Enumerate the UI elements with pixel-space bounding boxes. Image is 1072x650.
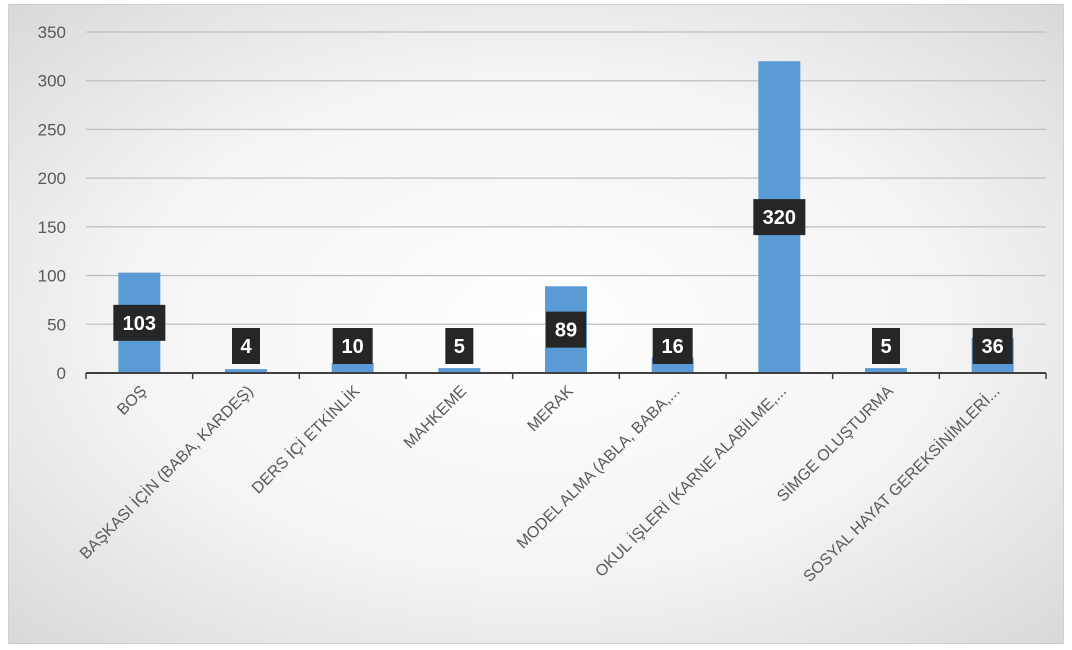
data-label: 16 <box>652 328 693 364</box>
y-axis-ticks: 0 50 100 150 200 250 300 350 <box>38 23 66 383</box>
data-label: 36 <box>972 328 1013 364</box>
x-tick-label: SOSYAL HAYAT GEREKSİNİMLERİ... <box>799 381 1003 585</box>
data-label-text: 320 <box>763 207 796 229</box>
data-label: 5 <box>872 328 900 364</box>
y-tick-label: 100 <box>38 267 66 286</box>
data-label-box <box>753 199 806 236</box>
data-label-box <box>445 328 474 364</box>
data-label-box <box>972 328 1013 364</box>
x-tick-label: MAHKEME <box>401 383 470 452</box>
data-label: 5 <box>445 328 474 364</box>
data-label-box <box>872 328 900 364</box>
x-axis <box>85 372 1047 379</box>
y-tick-label: 350 <box>38 23 66 42</box>
data-label-text: 10 <box>342 336 364 358</box>
data-label: 10 <box>332 328 373 364</box>
y-tick-label: 200 <box>38 169 66 188</box>
x-tick-label: MERAK <box>525 383 577 435</box>
bar <box>438 368 481 373</box>
bar <box>331 363 374 373</box>
data-label-box <box>332 328 373 364</box>
x-tick-label: SİMGE OLUŞTURMA <box>773 381 897 505</box>
data-label: 4 <box>232 328 260 364</box>
y-tick-label: 250 <box>38 120 66 139</box>
data-label-text: 89 <box>555 320 577 342</box>
x-tick-label: BOŞ <box>114 383 150 419</box>
data-label-box <box>546 311 586 348</box>
data-label: 89 <box>546 311 586 348</box>
data-label-box <box>232 328 260 364</box>
data-labels: 103 4 10 5 89 16 320 5 36 <box>113 199 1013 364</box>
data-label-text: 5 <box>454 336 465 358</box>
data-label-box <box>652 328 693 364</box>
data-label-text: 36 <box>982 336 1004 358</box>
data-label-text: 103 <box>123 313 156 335</box>
data-label-text: 16 <box>662 336 684 358</box>
data-label-text: 5 <box>880 336 891 358</box>
gridlines <box>86 31 1046 325</box>
x-tick-label: OKUL İŞLERİ (KARNE ALABİLME,... <box>591 381 790 580</box>
y-tick-label: 150 <box>38 218 66 237</box>
x-tick-label: DERS İÇİ ETKİNLİK <box>248 381 364 497</box>
bar <box>225 369 267 373</box>
data-label-box <box>113 304 166 341</box>
data-label: 320 <box>753 199 806 236</box>
y-tick-label: 50 <box>47 315 66 334</box>
y-tick-label: 300 <box>38 72 66 91</box>
x-tick-label: BAŞKASI İÇİN (BABA, KARDEŞ) <box>76 381 257 562</box>
data-label-text: 4 <box>240 336 252 358</box>
y-tick-label: 0 <box>57 364 66 383</box>
bar <box>865 368 907 373</box>
data-label: 103 <box>113 304 166 341</box>
